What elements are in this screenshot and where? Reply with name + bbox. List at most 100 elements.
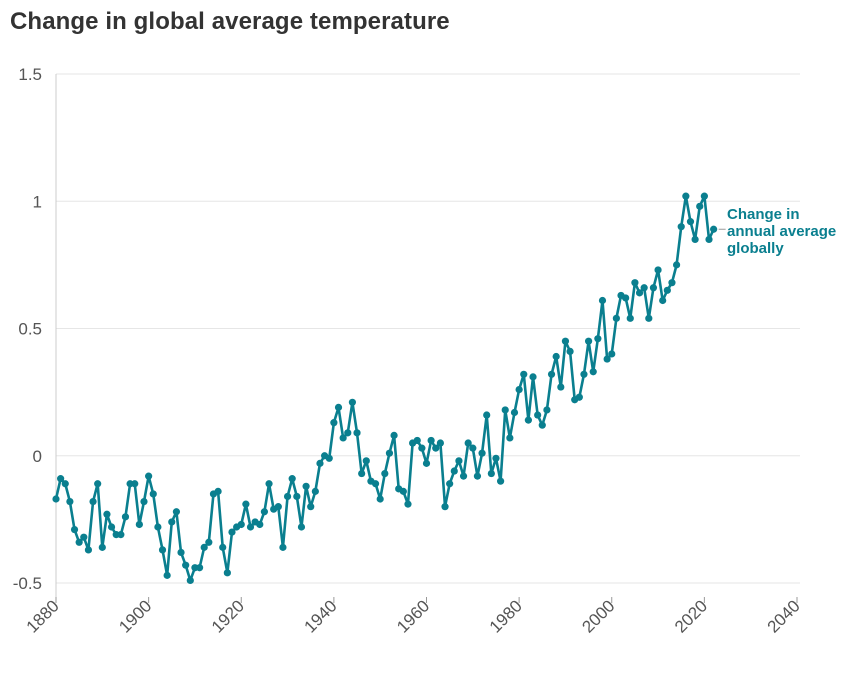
data-point (640, 284, 648, 292)
data-point (205, 538, 213, 546)
data-point (316, 459, 324, 467)
x-tick-label: 1880 (23, 596, 63, 636)
data-point (691, 235, 699, 244)
data-point (515, 385, 523, 394)
y-tick-label: 1 (33, 192, 42, 211)
data-point (371, 480, 380, 488)
data-point (61, 480, 69, 488)
series-label-line: annual average (727, 223, 836, 240)
data-point (66, 497, 74, 506)
data-point (441, 503, 449, 511)
data-point (649, 284, 658, 292)
data-point (645, 314, 653, 322)
data-point (163, 571, 171, 579)
data-point (131, 480, 139, 488)
data-point (145, 472, 153, 480)
data-point (603, 355, 611, 363)
data-point (672, 261, 681, 269)
data-point (659, 296, 667, 305)
x-tick-label: 1940 (301, 596, 341, 636)
data-point (390, 431, 398, 439)
data-point (594, 335, 602, 343)
data-point (381, 469, 389, 478)
data-point (265, 480, 273, 488)
data-point (631, 279, 639, 287)
data-point (436, 439, 444, 447)
data-point (297, 523, 306, 531)
data-point (246, 523, 255, 531)
data-point (84, 546, 93, 554)
data-point (52, 495, 60, 503)
data-point (334, 403, 343, 411)
data-point (501, 406, 509, 414)
data-point (228, 528, 236, 536)
data-point (524, 416, 532, 424)
data-point (195, 564, 204, 572)
data-point (140, 497, 148, 506)
data-point (584, 337, 593, 345)
data-point (612, 314, 620, 322)
data-point (557, 383, 565, 391)
data-point (182, 561, 190, 569)
data-point (608, 350, 616, 358)
data-point (422, 459, 431, 467)
series-line (54, 194, 715, 582)
data-point (149, 490, 157, 498)
data-point (117, 531, 125, 539)
data-point (663, 286, 671, 294)
data-point (302, 482, 310, 490)
data-point (200, 543, 208, 551)
data-point (325, 454, 333, 462)
data-point (168, 518, 176, 526)
data-point (279, 543, 287, 551)
data-point (497, 477, 505, 485)
data-point (534, 411, 542, 419)
data-point (710, 225, 718, 233)
data-point (561, 337, 570, 345)
data-point (446, 480, 454, 488)
data-point (358, 469, 366, 478)
data-point (598, 296, 607, 305)
data-point (700, 192, 708, 200)
data-point (404, 500, 412, 508)
data-point (506, 434, 514, 442)
data-point (362, 457, 370, 465)
data-point (260, 508, 269, 516)
data-point (510, 408, 519, 417)
y-tick-label: 1.5 (18, 65, 42, 84)
x-tick-label: 1960 (393, 596, 433, 636)
x-tick-label: 1980 (486, 596, 526, 636)
data-point (455, 457, 463, 465)
gridlines (56, 73, 800, 584)
data-point (135, 520, 143, 529)
data-point (70, 525, 79, 534)
data-point (214, 487, 222, 495)
data-point (242, 500, 250, 508)
data-point (626, 314, 634, 322)
data-point (580, 370, 588, 378)
data-point (293, 492, 301, 501)
data-point (450, 467, 458, 475)
data-point (98, 543, 106, 551)
data-point (154, 523, 162, 531)
data-point (677, 223, 685, 231)
data-point (75, 538, 83, 546)
data-point (339, 434, 347, 442)
data-point (543, 406, 551, 414)
x-axis-ticks: 1880 1900 1920 1940 1960 1980 2000 2020 2040 (23, 596, 804, 636)
data-point (469, 444, 477, 452)
data-point (186, 576, 194, 585)
data-point (307, 503, 315, 511)
data-point (348, 398, 356, 406)
data-point (274, 503, 282, 511)
data-point (432, 444, 440, 452)
data-point (353, 429, 361, 437)
data-point (589, 368, 597, 376)
data-point (487, 469, 495, 478)
data-point (478, 449, 486, 457)
data-point (520, 370, 528, 378)
data-point (538, 421, 546, 429)
data-point (121, 513, 130, 521)
